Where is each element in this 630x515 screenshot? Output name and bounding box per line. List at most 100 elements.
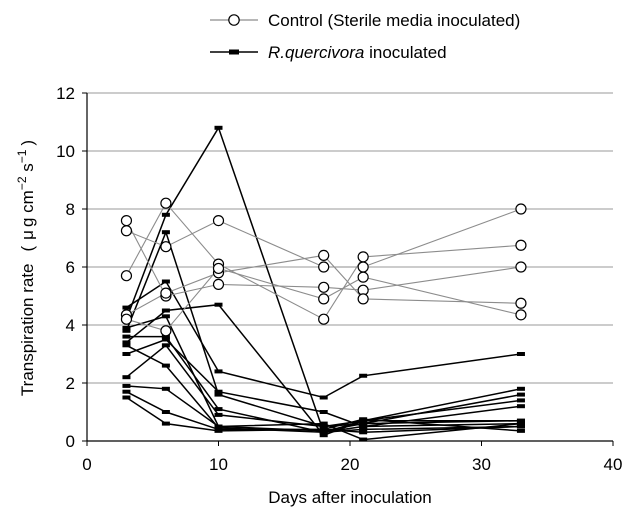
series-14-point-5 [516,424,525,429]
legend-marker-inoculated [229,49,239,55]
series-15-point-5 [516,418,525,423]
series-6-point-5 [516,386,525,391]
x-tick-label-4: 40 [604,455,623,474]
series-7-point-0 [122,328,131,333]
y-tick-label-3: 6 [66,258,75,277]
series-13-point-2 [214,428,223,433]
series-3-point-1 [160,287,172,299]
y-axis-unit-open: ( [18,245,37,251]
y-axis-ticks: 0 2 4 6 8 10 12 [56,84,87,451]
series-11-point-4 [359,437,368,442]
series-14-point-2 [214,407,223,412]
series-2-point-5 [515,239,527,251]
series-9-point-3 [319,410,328,414]
series-10-point-1 [161,343,170,348]
y-tick-label-5: 10 [56,142,75,161]
series-7-inoculated-line [125,229,522,428]
series-15-point-1 [161,314,170,319]
series-10-point-0 [122,375,131,380]
series-3-control-line [126,254,522,316]
y-tick-label-0: 0 [66,432,75,451]
series-3-point-5 [515,297,527,309]
series-9-point-0 [122,352,131,356]
series-16-point-4 [359,424,368,429]
series-16-point-5 [516,421,525,426]
series-0-point-5 [515,261,527,273]
series-15-point-0 [122,325,131,330]
y-tick-label-6: 12 [56,84,75,103]
series-15-point-4 [359,421,368,426]
series-1-point-0 [120,225,133,237]
series-16-point-3 [319,430,328,435]
x-tick-label-3: 30 [472,455,491,474]
series-0-point-3 [318,281,330,293]
series-2-point-3 [318,313,330,325]
x-axis-title: Days after inoculation [268,488,431,507]
legend-item-inoculated: R.quercivora inoculated [210,43,447,62]
y-tick-label-2: 4 [66,316,75,335]
series-14-inoculated-line [126,335,522,434]
series-8-point-0 [122,340,131,345]
series-5-point-2 [214,369,223,374]
x-tick-label-1: 10 [209,455,228,474]
series-7-point-2 [214,392,223,397]
legend-label-rest: inoculated [364,43,446,62]
series-3-point-4 [357,293,369,305]
series-6-point-2 [214,125,223,130]
series-4-point-2 [212,262,225,275]
series-13-point-4 [359,417,368,422]
series-7-point-1 [161,230,170,235]
series-14-point-4 [359,427,368,432]
series-1-point-4 [357,261,369,273]
series-1-point-2 [212,215,225,227]
series-12-point-1 [161,410,170,414]
series-16-point-2 [214,425,223,430]
series-12-point-0 [122,389,131,394]
series-8-point-5 [516,398,525,403]
series-5-point-4 [359,373,368,378]
series-11-inoculated-line [126,385,522,441]
y-axis-unit-s: s [18,163,37,176]
series-0-point-2 [212,278,225,290]
series-1-control-line [126,208,522,268]
series-8-inoculated-line [125,303,522,437]
legend: Control (Sterile media inoculated) R.que… [210,11,520,62]
y-axis-unit-exp1: −2 [15,176,29,190]
x-tick-label-2: 20 [341,455,360,474]
x-tick-label-0: 0 [82,455,91,474]
series-11-point-1 [161,386,170,391]
series-1-point-1 [160,241,172,253]
series-11-point-3 [319,421,328,426]
y-axis-unit-exp2: −1 [15,149,29,163]
y-axis-unit-g: g cm [18,190,37,227]
series-9-point-1 [161,337,170,342]
series-5-point-5 [516,352,525,356]
series-5-point-3 [319,395,328,400]
series-10-point-2 [214,412,223,417]
series-11-point-0 [122,383,131,388]
series-9-point-2 [214,389,223,394]
series-5-point-0 [122,305,131,310]
series-13-point-1 [161,421,170,426]
series-2-control-line [125,202,522,320]
series-16-inoculated-line [126,344,522,434]
series-8-point-3 [319,433,328,438]
legend-label-inoculated: R.quercivora inoculated [268,43,447,62]
legend-label-control: Control (Sterile media inoculated) [268,11,520,30]
y-tick-label-4: 8 [66,200,75,219]
legend-label-italic: R.quercivora [268,43,364,62]
series-3-point-3 [318,249,330,261]
series-5-point-1 [161,279,170,284]
series-12-point-4 [359,430,368,435]
series-2-point-4 [357,251,369,263]
y-axis-unit-close: ) [18,140,37,146]
series-6-point-1 [161,212,170,217]
series-4-point-0 [120,313,133,325]
y-axis-unit-mu: μ [18,230,37,240]
series-0-control-line [125,220,522,297]
series-14-point-0 [122,334,131,339]
y-tick-label-1: 2 [66,374,75,393]
y-axis-title-main: Transpiration rate [18,263,37,396]
series-8-point-2 [214,302,223,307]
